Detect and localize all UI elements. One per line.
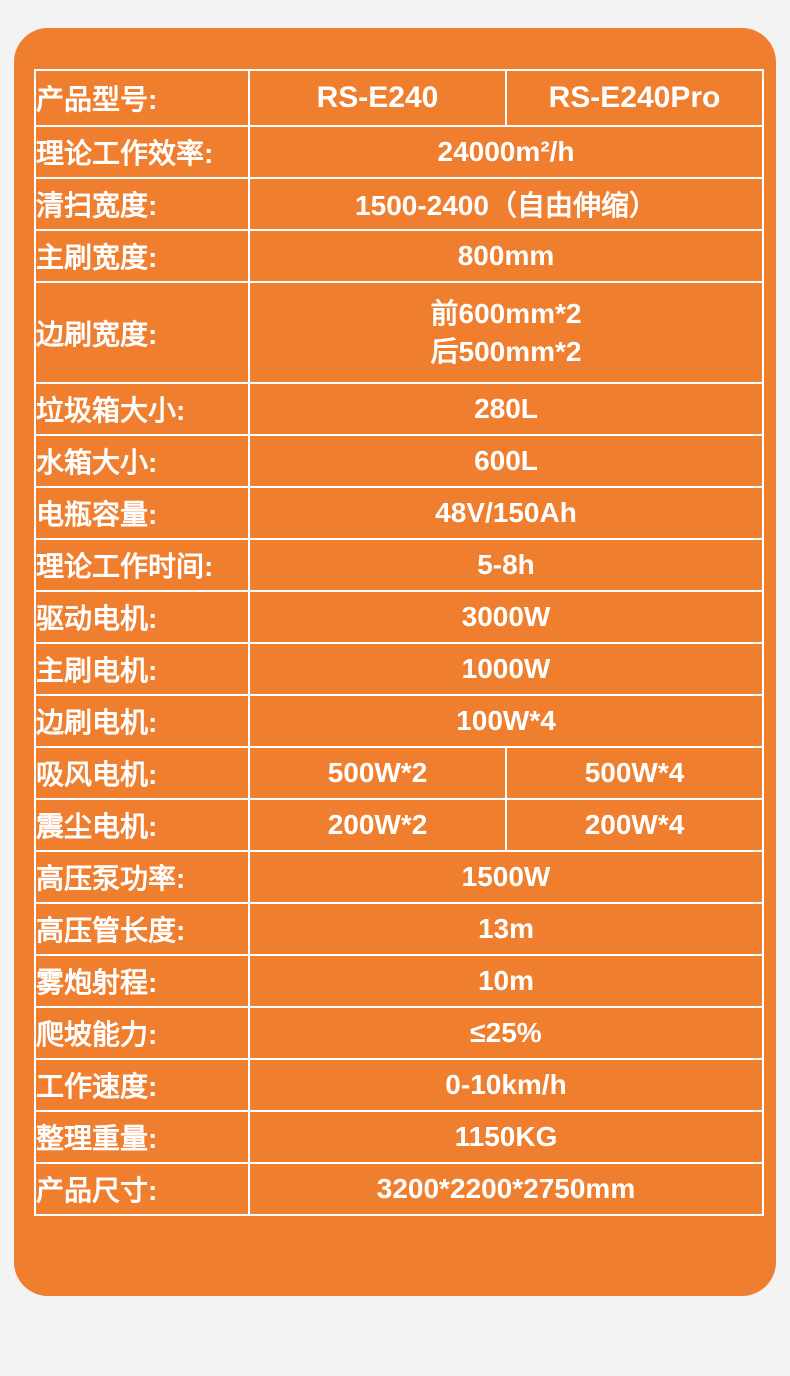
table-row: 高压泵功率: 1500W [34,850,764,904]
table-row: 主刷电机: 1000W [34,642,764,696]
table-row: 高压管长度: 13m [34,902,764,956]
spec-value: RS-E240Pro [505,69,764,127]
table-row: 垃圾箱大小: 280L [34,382,764,436]
table-row: 产品型号: RS-E240 RS-E240Pro [34,69,764,127]
spec-value: 3200*2200*2750mm [248,1162,764,1216]
table-row: 整理重量: 1150KG [34,1110,764,1164]
spec-value: 600L [248,434,764,488]
spec-value: 800mm [248,229,764,283]
spec-label: 吸风电机: [34,746,250,800]
spec-value: 5-8h [248,538,764,592]
spec-value: 10m [248,954,764,1008]
spec-label: 工作速度: [34,1058,250,1112]
spec-value: ≤25% [248,1006,764,1060]
spec-value: 24000m²/h [248,125,764,179]
table-row: 理论工作效率: 24000m²/h [34,125,764,179]
spec-label: 边刷宽度: [34,281,250,384]
spec-value: 前600mm*2 后500mm*2 [248,281,764,384]
spec-value: 280L [248,382,764,436]
spec-label: 高压泵功率: [34,850,250,904]
spec-label: 理论工作时间: [34,538,250,592]
spec-value: RS-E240 [248,69,507,127]
spec-label: 边刷电机: [34,694,250,748]
spec-value: 0-10km/h [248,1058,764,1112]
spec-label: 水箱大小: [34,434,250,488]
table-row: 主刷宽度: 800mm [34,229,764,283]
table-row: 驱动电机: 3000W [34,590,764,644]
spec-value: 200W*2 [248,798,507,852]
spec-label: 雾炮射程: [34,954,250,1008]
spec-value: 48V/150Ah [248,486,764,540]
spec-value: 1500-2400（自由伸缩） [248,177,764,231]
spec-label: 垃圾箱大小: [34,382,250,436]
spec-value: 1500W [248,850,764,904]
spec-value: 100W*4 [248,694,764,748]
spec-label: 电瓶容量: [34,486,250,540]
table-row: 清扫宽度: 1500-2400（自由伸缩） [34,177,764,231]
table-row: 水箱大小: 600L [34,434,764,488]
table-row: 雾炮射程: 10m [34,954,764,1008]
table-row: 工作速度: 0-10km/h [34,1058,764,1112]
spec-label: 主刷电机: [34,642,250,696]
table-row: 理论工作时间: 5-8h [34,538,764,592]
spec-label: 清扫宽度: [34,177,250,231]
spec-label: 驱动电机: [34,590,250,644]
spec-label: 主刷宽度: [34,229,250,283]
spec-label: 产品尺寸: [34,1162,250,1216]
spec-label: 理论工作效率: [34,125,250,179]
spec-label: 高压管长度: [34,902,250,956]
table-row: 吸风电机: 500W*2 500W*4 [34,746,764,800]
spec-table: 产品型号: RS-E240 RS-E240Pro 理论工作效率: 24000m²/h 清扫… [34,69,764,1216]
spec-value: 500W*4 [505,746,764,800]
table-row: 产品尺寸: 3200*2200*2750mm [34,1162,764,1216]
spec-value: 13m [248,902,764,956]
spec-value: 200W*4 [505,798,764,852]
spec-table-body: 产品型号: RS-E240 RS-E240Pro 理论工作效率: 24000m²/h 清扫… [34,69,764,1216]
spec-label: 爬坡能力: [34,1006,250,1060]
table-row: 震尘电机: 200W*2 200W*4 [34,798,764,852]
spec-value: 1000W [248,642,764,696]
spec-label: 产品型号: [34,69,250,127]
table-row: 边刷电机: 100W*4 [34,694,764,748]
spec-card: 产品型号: RS-E240 RS-E240Pro 理论工作效率: 24000m²/h 清扫… [14,28,776,1296]
spec-label: 整理重量: [34,1110,250,1164]
spec-value: 3000W [248,590,764,644]
table-row: 边刷宽度: 前600mm*2 后500mm*2 [34,281,764,384]
spec-value: 500W*2 [248,746,507,800]
table-row: 爬坡能力: ≤25% [34,1006,764,1060]
spec-value: 1150KG [248,1110,764,1164]
table-row: 电瓶容量: 48V/150Ah [34,486,764,540]
spec-label: 震尘电机: [34,798,250,852]
spec-value-line: 前600mm*2 [430,297,582,329]
spec-value-line: 后500mm*2 [430,335,582,367]
